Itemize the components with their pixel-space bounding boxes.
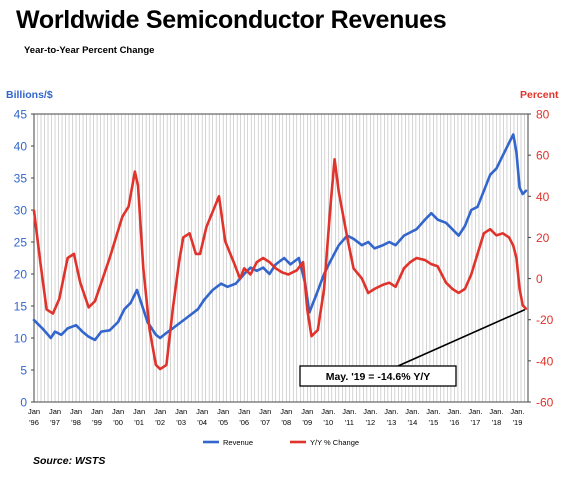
x-tick-label: '11 [345,418,354,427]
x-tick-label: Jan. [468,407,482,416]
x-tick-label: Jan. [426,407,440,416]
x-tick-label: Jan. [384,407,398,416]
x-tick-label: Jan [28,407,40,416]
x-tick-label: '19 [513,418,523,427]
left-axis-tick-label: 35 [14,172,28,186]
x-tick-label: Jan [196,407,208,416]
chart-subtitle: Year-to-Year Percent Change [24,45,155,56]
x-tick-label: Jan [112,407,124,416]
x-tick-label: '04 [197,418,207,427]
x-tick-label: '00 [113,418,123,427]
left-axis-tick-label: 5 [20,364,27,378]
right-axis-tick-label: 40 [536,190,550,204]
x-tick-label: '14 [407,418,417,427]
x-tick-label: '02 [155,418,165,427]
right-axis-tick-label: -40 [536,354,554,368]
left-axis-title: Billions/$ [6,89,53,101]
x-tick-label: '12 [365,418,375,427]
left-axis-tick-label: 15 [14,300,28,314]
left-axis-tick-label: 0 [20,396,27,410]
right-axis-tick-label: 20 [536,231,550,245]
x-tick-label: '98 [71,418,81,427]
x-tick-label: Jan [259,407,271,416]
x-tick-label: '13 [386,418,396,427]
x-tick-label: Jan. [510,407,524,416]
x-tick-label: Jan [154,407,166,416]
x-tick-label: '01 [134,418,144,427]
x-tick-label: '97 [50,418,60,427]
x-tick-label: '16 [450,418,460,427]
x-tick-label: Jan. [405,407,419,416]
x-tick-label: Jan [217,407,229,416]
right-axis-tick-label: 80 [536,108,550,122]
x-tick-label: '96 [29,418,39,427]
right-axis-title: Percent [520,89,559,101]
x-tick-label: '08 [281,418,291,427]
x-tick-label: Jan. [447,407,461,416]
right-axis-tick-label: -60 [536,396,554,410]
left-axis-tick-label: 45 [14,108,28,122]
x-tick-label: Jan [175,407,187,416]
x-tick-label: Jan [133,407,145,416]
annotation-box [299,365,457,387]
left-axis-tick-label: 20 [14,268,28,282]
plot-frame [33,113,529,403]
right-axis-tick-label: 0 [536,272,543,286]
annotation-leader-line [397,308,526,367]
left-axis-tick-label: 10 [14,332,28,346]
x-tick-label: '07 [260,418,270,427]
series-line-revenue [32,133,528,342]
plot-background [34,114,528,402]
right-axis-tick-label: 60 [536,149,550,163]
x-tick-label: Jan [91,407,103,416]
x-tick-label: Jan. [489,407,503,416]
x-tick-label: Jan. [342,407,356,416]
x-tick-label: '10 [323,418,333,427]
left-axis-tick-label: 25 [14,236,28,250]
x-tick-label: Jan. [321,407,335,416]
legend-label: Y/Y % Change [310,438,359,447]
x-tick-label: '15 [429,418,439,427]
left-axis-tick-label: 30 [14,204,28,218]
left-axis-tick-label: 40 [14,140,28,154]
x-tick-label: '06 [239,418,249,427]
x-tick-label: '18 [492,418,502,427]
chart-title: Worldwide Semiconductor Revenues [16,6,447,34]
x-tick-label: Jan. [363,407,377,416]
x-tick-label: '17 [471,418,481,427]
x-tick-label: '09 [302,418,312,427]
x-tick-label: Jan [301,407,313,416]
x-tick-label: Jan [70,407,82,416]
x-tick-label: Jan [280,407,292,416]
x-tick-label: '03 [176,418,186,427]
x-tick-label: Jan [238,407,250,416]
x-tick-label: '05 [218,418,228,427]
legend-label: Revenue [223,438,253,447]
source-note: Source: WSTS [33,455,106,467]
right-axis-tick-label: -20 [536,313,554,327]
x-tick-label: '99 [92,418,102,427]
series-line-y-y-change [32,157,528,371]
x-tick-label: Jan [49,407,61,416]
annotation-text: May. '19 = -14.6% Y/Y [326,371,431,383]
